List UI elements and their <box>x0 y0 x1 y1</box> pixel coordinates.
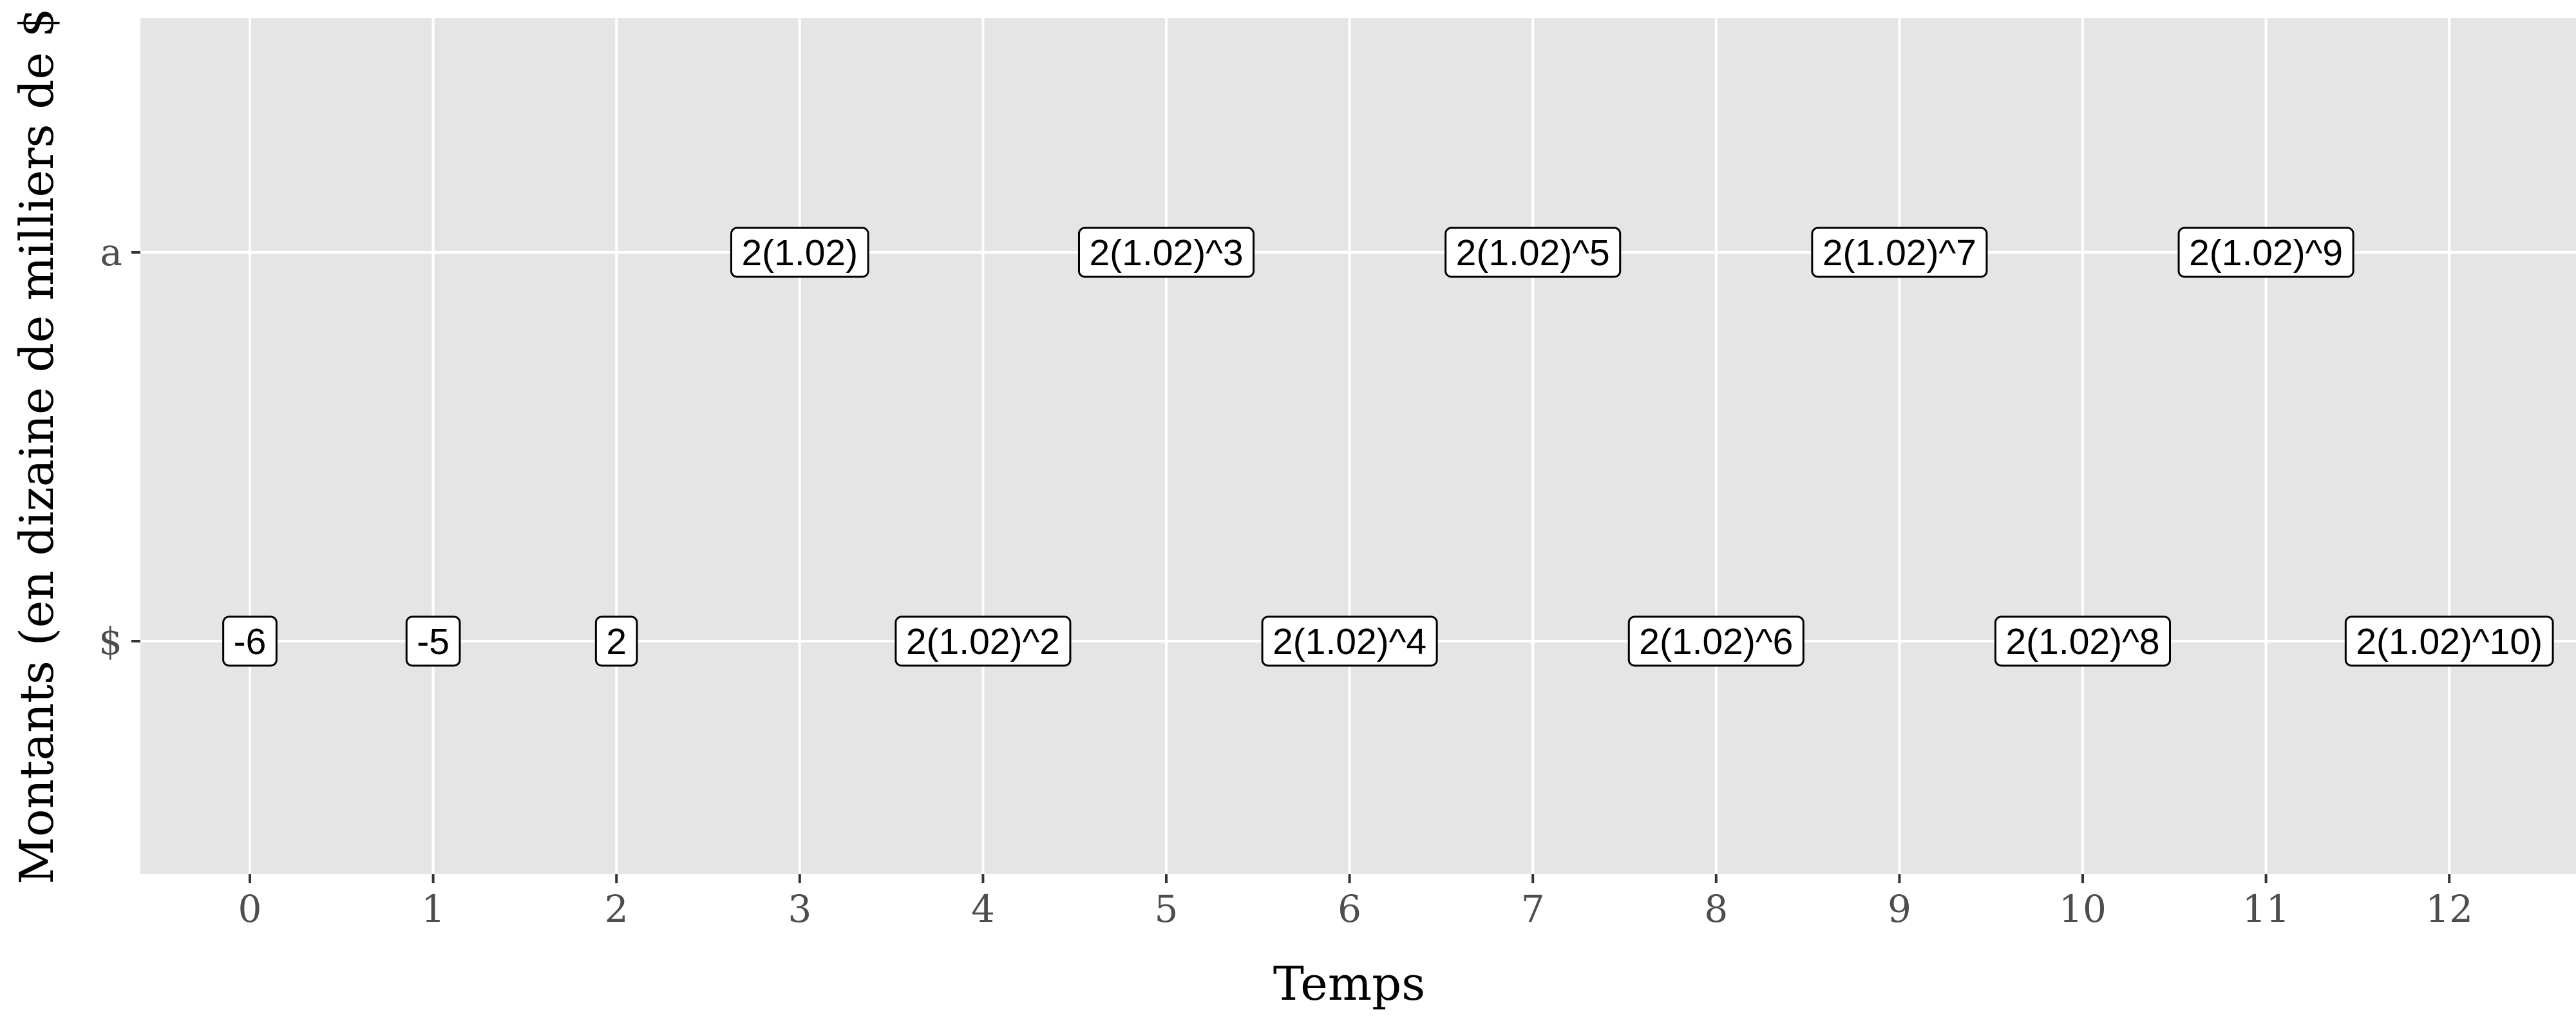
x-tick-label: 9 <box>1888 887 1911 931</box>
point-label-box <box>1077 227 1255 278</box>
point-label-box <box>594 615 638 667</box>
plot-panel <box>140 18 2576 874</box>
point-labels: -6 -5 2 2(1.02) 2(1.02)^2 2(1.02)^3 2(1.02)^4 2… <box>222 227 2554 667</box>
x-tick-label: 2 <box>605 887 629 931</box>
point-label-text: 2(1.02)^7 <box>1823 232 1976 274</box>
point-label-text: 2(1.02)^9 <box>2189 232 2343 274</box>
point-label: 2(1.02) <box>730 227 869 278</box>
point-label: 2(1.02)^2 <box>895 615 1072 667</box>
x-tick-label: 4 <box>971 887 995 931</box>
point-label: 2(1.02)^10) <box>2344 615 2554 667</box>
point-label: 2(1.02)^6 <box>1627 615 1804 667</box>
x-tick-label: 12 <box>2425 887 2473 931</box>
x-tick-label: 11 <box>2242 887 2290 931</box>
point-label: -6 <box>222 615 278 667</box>
point-label-text: -5 <box>417 621 450 662</box>
x-tick-label: 7 <box>1521 887 1545 931</box>
point-label-text: 2(1.02)^4 <box>1273 621 1426 662</box>
point-label: 2(1.02)^9 <box>2177 227 2354 278</box>
point-label-box <box>1994 615 2172 667</box>
point-label-box <box>405 615 461 667</box>
point-label-box <box>730 227 869 278</box>
point-label-text: 2(1.02) <box>741 232 858 274</box>
point-label: 2(1.02)^4 <box>1261 615 1438 667</box>
x-tick-label: 1 <box>421 887 445 931</box>
point-label-text: 2(1.02)^2 <box>906 621 1060 662</box>
point-label-box <box>1627 615 1804 667</box>
point-label-box <box>2344 615 2554 667</box>
point-label: 2(1.02)^7 <box>1811 227 1988 278</box>
point-label-box <box>222 615 278 667</box>
point-label-text: -6 <box>234 621 267 662</box>
axes: 0 1 2 3 4 5 6 7 8 9 10 11 12$a <box>99 230 2473 931</box>
point-label: 2(1.02)^8 <box>1994 615 2172 667</box>
point-label: 2(1.02)^3 <box>1077 227 1255 278</box>
y-tick-label: a <box>100 230 122 274</box>
y-axis-title: Montants (en dizaine de milliers de $ <box>10 8 64 885</box>
x-tick-label: 6 <box>1338 887 1361 931</box>
point-label-text: 2(1.02)^8 <box>2005 621 2159 662</box>
point-label-text: 2 <box>606 621 627 662</box>
point-label-text: 2(1.02)^6 <box>1639 621 1793 662</box>
point-label-text: 2(1.02)^10) <box>2356 621 2543 662</box>
x-tick-label: 0 <box>238 887 262 931</box>
x-axis-title: Temps <box>1273 957 1425 1011</box>
point-label: -5 <box>405 615 461 667</box>
x-tick-label: 10 <box>2059 887 2107 931</box>
point-label: 2(1.02)^5 <box>1444 227 1622 278</box>
x-tick-label: 3 <box>788 887 811 931</box>
point-label-box <box>2177 227 2354 278</box>
point-label-box <box>1811 227 1988 278</box>
point-label: 2 <box>594 615 638 667</box>
point-label-box <box>895 615 1072 667</box>
x-tick-label: 8 <box>1704 887 1728 931</box>
y-tick-label: $ <box>99 619 122 663</box>
point-label-text: 2(1.02)^3 <box>1089 232 1243 274</box>
point-label-box <box>1261 615 1438 667</box>
point-label-text: 2(1.02)^5 <box>1456 232 1610 274</box>
x-tick-label: 5 <box>1155 887 1179 931</box>
point-label-box <box>1444 227 1622 278</box>
